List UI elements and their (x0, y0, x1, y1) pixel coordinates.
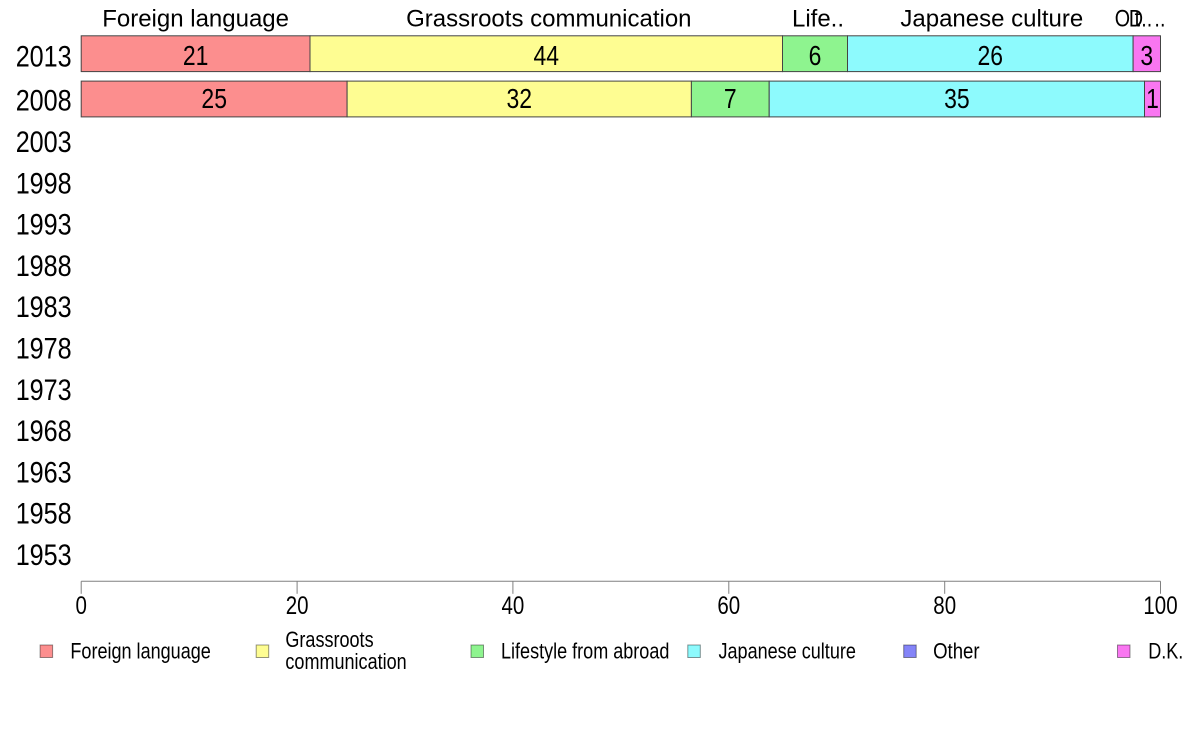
svg-text:Grassroots: Grassroots (285, 627, 373, 652)
svg-text:6: 6 (809, 40, 822, 71)
svg-text:1953: 1953 (16, 539, 72, 572)
svg-text:.: . (1141, 6, 1146, 33)
svg-text:3: 3 (1140, 40, 1153, 71)
svg-text:26: 26 (978, 40, 1004, 71)
svg-text:O: O (1115, 6, 1130, 33)
svg-text:21: 21 (183, 40, 209, 71)
svg-text:32: 32 (507, 83, 533, 114)
svg-text:1993: 1993 (16, 209, 72, 242)
svg-text:1998: 1998 (16, 167, 72, 200)
svg-text:D.K.: D.K. (1148, 638, 1183, 663)
svg-text:Japanese culture: Japanese culture (900, 6, 1083, 33)
svg-text:1963: 1963 (16, 456, 72, 489)
svg-text:Foreign language: Foreign language (70, 638, 210, 663)
svg-text:Lifestyle from abroad: Lifestyle from abroad (501, 638, 669, 663)
svg-text:2008: 2008 (16, 85, 72, 118)
svg-text:80: 80 (933, 592, 956, 620)
svg-text:.: . (1154, 6, 1159, 33)
svg-text:D: D (1129, 6, 1143, 33)
svg-text:35: 35 (944, 83, 970, 114)
svg-text:20: 20 (286, 592, 309, 620)
svg-text:Japanese culture: Japanese culture (719, 638, 856, 663)
svg-text:1988: 1988 (16, 250, 72, 283)
svg-text:100: 100 (1143, 592, 1177, 620)
svg-text:1983: 1983 (16, 291, 72, 324)
svg-text:40: 40 (502, 592, 525, 620)
svg-text:.: . (1147, 6, 1152, 33)
svg-text:1968: 1968 (16, 415, 72, 448)
svg-text:7: 7 (724, 83, 737, 114)
svg-text:Foreign language: Foreign language (102, 6, 289, 33)
svg-text:.: . (1160, 6, 1165, 33)
svg-text:2003: 2003 (16, 126, 72, 159)
svg-text:1973: 1973 (16, 374, 72, 407)
svg-text:44: 44 (534, 40, 560, 71)
svg-text:0: 0 (76, 592, 87, 620)
svg-text:1978: 1978 (16, 333, 72, 366)
svg-text:1: 1 (1146, 83, 1159, 114)
svg-text:Life..: Life.. (792, 6, 844, 33)
svg-text:2013: 2013 (16, 40, 72, 73)
svg-text:communication: communication (285, 649, 406, 674)
svg-text:Grassroots communication: Grassroots communication (406, 6, 691, 33)
svg-text:60: 60 (717, 592, 740, 620)
svg-text:t: t (1135, 6, 1141, 33)
svg-text:1958: 1958 (16, 498, 72, 531)
svg-text:Other: Other (933, 638, 980, 663)
svg-text:25: 25 (201, 83, 227, 114)
